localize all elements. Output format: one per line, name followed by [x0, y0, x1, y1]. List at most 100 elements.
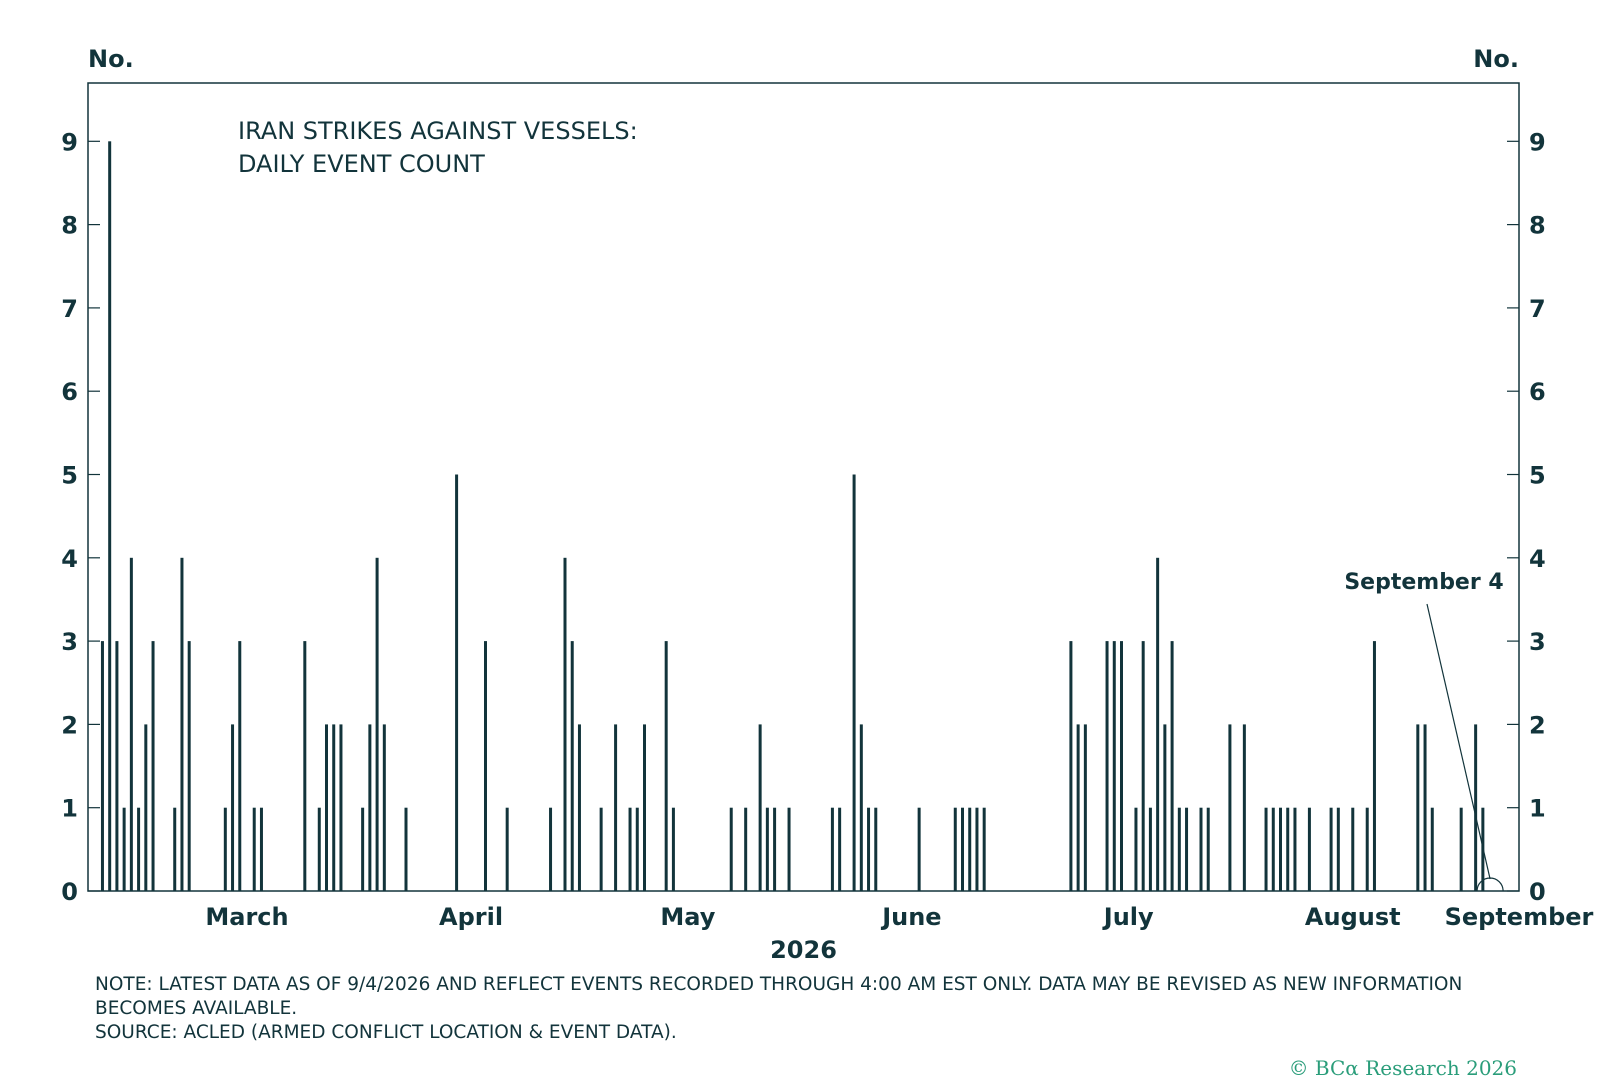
y-tick-label-right: 7 — [1529, 295, 1546, 323]
bar — [382, 724, 386, 891]
bar — [859, 724, 863, 891]
bar — [1105, 641, 1109, 891]
y-tick-label-left: 8 — [61, 212, 78, 240]
y-tick-label-left: 1 — [61, 795, 78, 823]
bar — [1264, 807, 1268, 891]
bar — [729, 807, 733, 891]
bar — [563, 557, 567, 891]
bar — [1206, 807, 1210, 891]
note-text: NOTE: LATEST DATA AS OF 9/4/2026 AND REF… — [95, 974, 1463, 1019]
y-tick-label-right: 5 — [1529, 462, 1546, 490]
bar — [325, 724, 328, 891]
bar — [1329, 807, 1333, 891]
bar — [1351, 807, 1355, 891]
bar — [1423, 724, 1427, 891]
bar — [231, 724, 235, 891]
bar — [1416, 724, 1420, 891]
chart-notes: NOTE: LATEST DATA AS OF 9/4/2026 AND REF… — [95, 973, 1495, 1045]
y-tick-label-left: 0 — [61, 878, 78, 906]
bar — [1134, 807, 1138, 891]
bar — [1286, 807, 1290, 891]
bar — [1365, 807, 1369, 891]
bar — [614, 724, 618, 891]
y-tick-label-right: 0 — [1529, 878, 1546, 906]
bar — [455, 474, 459, 891]
bar — [1199, 807, 1203, 891]
bar — [787, 807, 791, 891]
bar — [599, 807, 603, 891]
bar — [744, 807, 748, 891]
x-tick-label: July — [1102, 903, 1154, 931]
bar — [238, 641, 242, 891]
bar — [173, 807, 177, 891]
bar — [137, 807, 141, 891]
bar — [643, 724, 646, 891]
y-tick-label-left: 4 — [61, 545, 78, 573]
bar — [664, 641, 668, 891]
bar — [505, 807, 509, 891]
bar — [317, 807, 321, 891]
bar — [115, 641, 119, 891]
bar — [758, 724, 762, 891]
x-tick-label: March — [205, 903, 288, 931]
y-tick-label-left: 2 — [61, 711, 78, 739]
bar — [852, 474, 856, 891]
bar — [1148, 807, 1152, 891]
bar — [1163, 724, 1167, 891]
bar — [671, 807, 675, 891]
bar — [830, 807, 834, 891]
bar — [100, 641, 104, 891]
bar — [108, 141, 112, 892]
bar — [1242, 724, 1246, 891]
y-tick-label-right: 4 — [1529, 545, 1546, 573]
bar — [368, 724, 372, 891]
bar — [1307, 807, 1311, 891]
bar — [765, 807, 769, 891]
bar — [223, 807, 227, 891]
bar — [628, 807, 632, 891]
bar — [122, 807, 126, 891]
y-tick-label-right: 9 — [1529, 128, 1546, 156]
bar — [151, 641, 155, 891]
bar — [1459, 807, 1463, 891]
bar — [549, 807, 553, 891]
bar — [982, 807, 986, 891]
bar — [1112, 641, 1116, 891]
bar — [180, 557, 184, 891]
annotation-marker — [1476, 877, 1504, 892]
bar — [1069, 641, 1073, 891]
bar — [1336, 807, 1340, 891]
bar — [635, 807, 639, 891]
bar — [1141, 641, 1145, 891]
source-text: SOURCE: ACLED (ARMED CONFLICT LOCATION &… — [95, 1022, 677, 1043]
bar — [961, 807, 964, 891]
bar — [874, 807, 878, 891]
bar — [339, 724, 343, 891]
bar — [252, 807, 256, 891]
y-tick-label-left: 7 — [61, 295, 78, 323]
annotation-leader — [1426, 603, 1491, 880]
plot-frame — [87, 82, 1520, 892]
bar — [1185, 807, 1189, 891]
bar — [773, 807, 777, 891]
x-tick-label: August — [1305, 903, 1401, 931]
bar — [577, 724, 581, 891]
bar — [1430, 807, 1434, 891]
bar — [303, 641, 307, 891]
bar — [953, 807, 957, 891]
y-tick-label-right: 6 — [1529, 378, 1546, 406]
bar — [332, 724, 336, 891]
bar — [1293, 807, 1297, 891]
bar — [838, 807, 842, 891]
bar — [1372, 641, 1376, 891]
bar — [867, 807, 871, 891]
bar — [144, 724, 148, 891]
y-tick-label-left: 9 — [61, 128, 78, 156]
bar — [361, 807, 365, 891]
bar — [968, 807, 972, 891]
y-tick-label-left: 5 — [61, 462, 78, 490]
y-tick-label-right: 3 — [1529, 628, 1546, 656]
bar — [187, 641, 191, 891]
bar — [570, 641, 574, 891]
